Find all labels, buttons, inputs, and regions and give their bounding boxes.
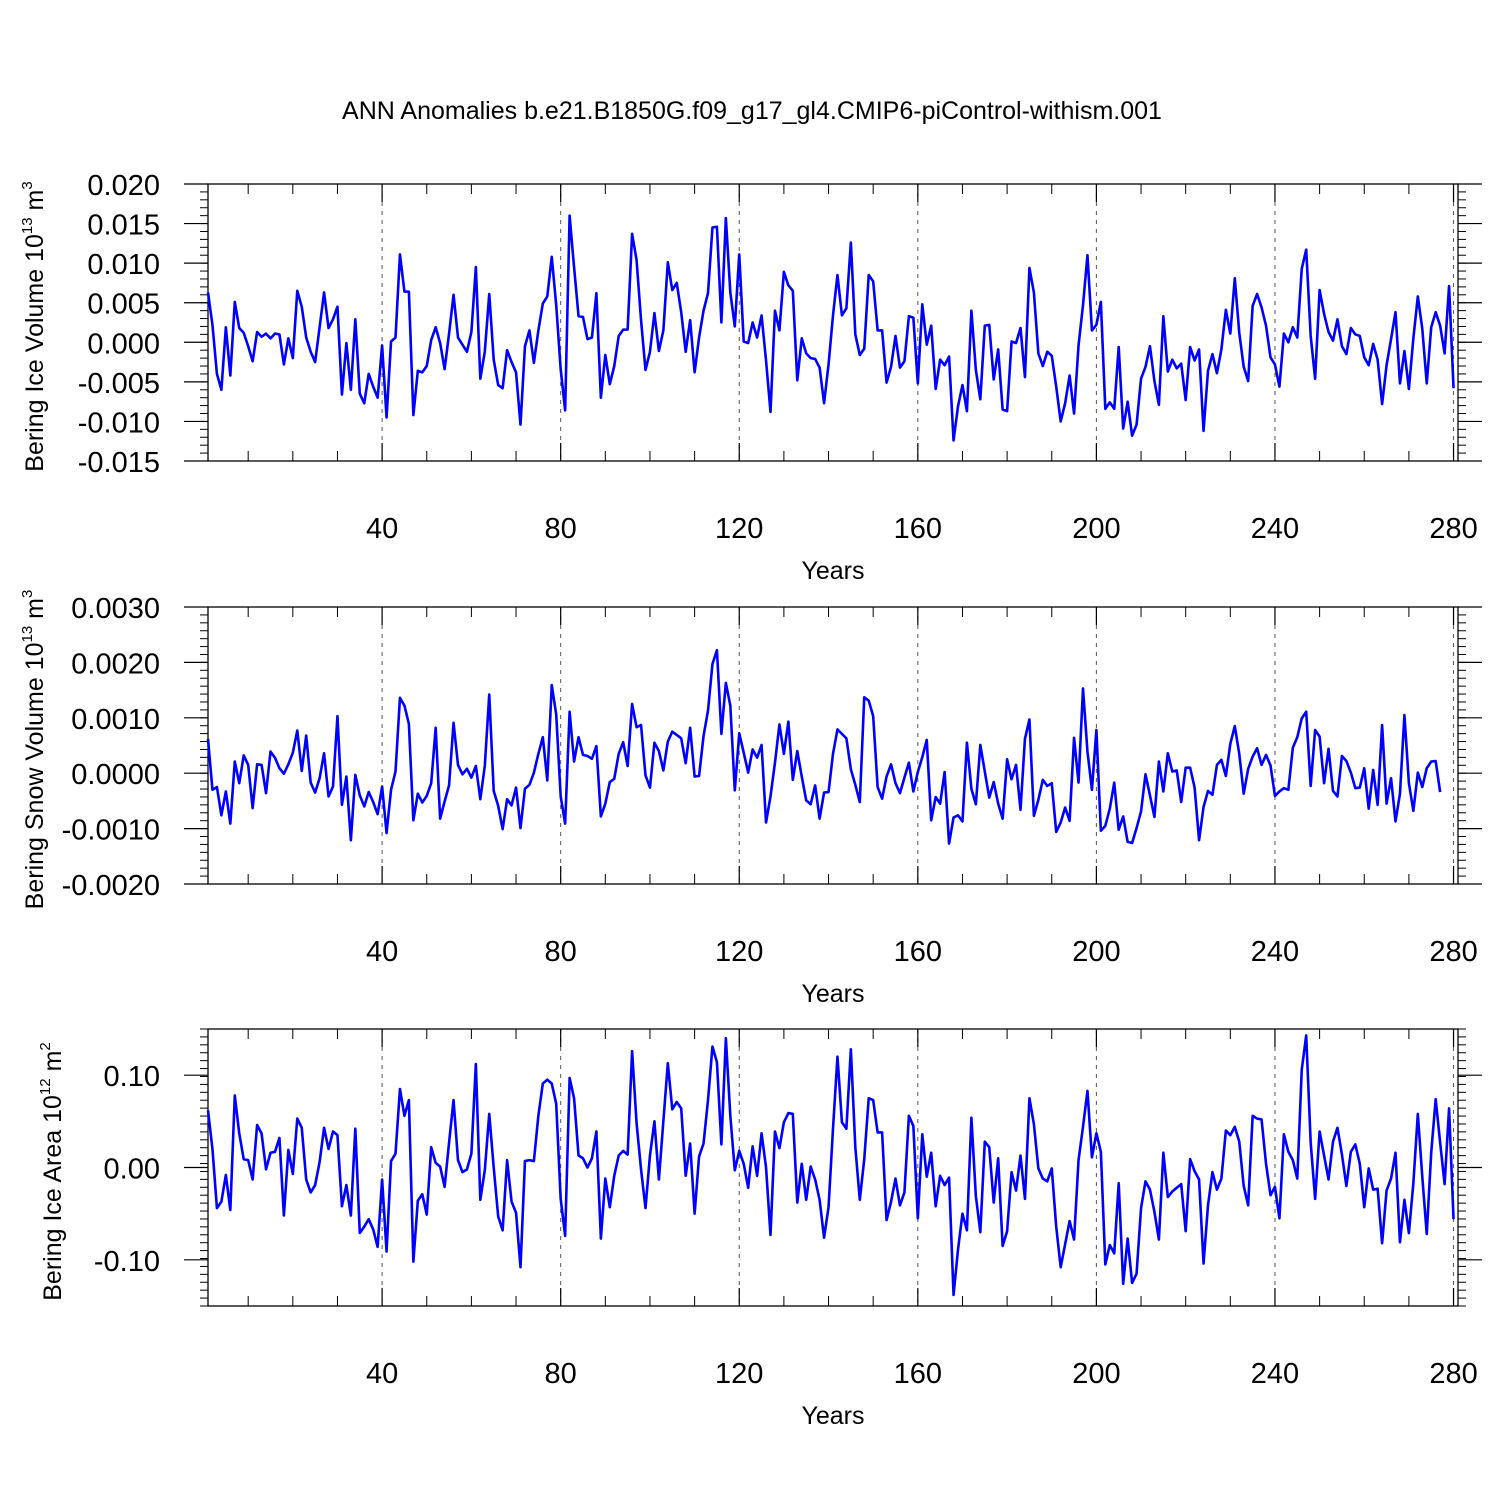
x-tick-label-120: 120 — [715, 513, 763, 545]
x-tick-label-80: 80 — [545, 1358, 577, 1390]
chart-panel-snow-volume: -0.0020 -0.0010 0.0000 0.0010 0.0020 0.0030 40… — [19, 590, 1482, 1008]
y-tick-label: 0.0000 — [71, 759, 160, 791]
y-axis-label-exponent: 12 — [37, 1078, 54, 1095]
y-axis-label-base: Bering Snow Volume 10 — [21, 642, 49, 909]
x-tick-label-200: 200 — [1072, 513, 1120, 545]
y-axis-label-base: Bering Ice Volume 10 — [21, 234, 49, 472]
y-axis-label-unit: m — [21, 598, 49, 626]
x-tick-label-160: 160 — [894, 1358, 942, 1390]
x-tick-label-80: 80 — [545, 936, 577, 968]
x-tick-label-200: 200 — [1072, 936, 1120, 968]
y-tick-label: 0.005 — [87, 289, 160, 321]
x-tick-label-240: 240 — [1251, 513, 1299, 545]
y-tick-label: 0.000 — [87, 328, 160, 360]
x-tick-label-80: 80 — [545, 513, 577, 545]
y-axis-label-unit-exponent: 3 — [19, 181, 36, 189]
series-line-ice-area — [206, 1034, 1455, 1297]
plot-frame — [207, 606, 1459, 885]
x-axis-label: Years — [801, 980, 864, 1008]
y-axis-label-unit-exponent: 2 — [37, 1042, 54, 1050]
chart-panel-ice-volume: -0.015 -0.010 -0.005 0.000 0.005 0.010 0.015 0.… — [19, 170, 1482, 585]
x-tick-label-240: 240 — [1251, 1358, 1299, 1390]
y-tick-label: -0.005 — [78, 368, 160, 400]
x-tick-label-40: 40 — [366, 1358, 398, 1390]
x-tick-label-40: 40 — [366, 513, 398, 545]
x-tick-label-120: 120 — [715, 936, 763, 968]
series-line-snow-volume — [206, 648, 1442, 845]
y-axis-label-base: Bering Ice Area 10 — [39, 1095, 67, 1301]
figure-title: ANN Anomalies b.e21.B1850G.f09_g17_gl4.C… — [342, 97, 1162, 125]
panels: -0.015 -0.010 -0.005 0.000 0.005 0.010 0.015 0.… — [19, 170, 1482, 1430]
series-line-ice-volume — [206, 214, 1455, 442]
x-tick-label-280: 280 — [1429, 1358, 1477, 1390]
y-tick-label: 0.00 — [104, 1154, 160, 1186]
y-tick-label: 0.015 — [87, 210, 160, 242]
chart-panel-ice-area: -0.10 0.00 0.10 40 80 120 160 200 240 280 Years Ber… — [37, 1028, 1482, 1430]
y-tick-label: -0.015 — [78, 447, 160, 479]
y-axis-label: Bering Ice Volume 1013 m3 — [19, 181, 49, 471]
y-axis-label-exponent: 13 — [19, 626, 36, 643]
y-axis-label-unit-exponent: 3 — [19, 590, 36, 598]
plot-frame — [207, 1028, 1459, 1307]
y-tick-label: 0.0010 — [71, 704, 160, 736]
y-axis-label-exponent: 13 — [19, 217, 36, 234]
y-axis-label: Bering Snow Volume 1013 m3 — [19, 590, 49, 910]
x-axis-label: Years — [801, 1402, 864, 1430]
x-tick-label-280: 280 — [1429, 513, 1477, 545]
y-tick-label: -0.10 — [94, 1246, 160, 1278]
y-axis-label-unit: m — [21, 190, 49, 218]
y-tick-label: 0.0030 — [71, 593, 160, 625]
y-tick-label: 0.10 — [104, 1061, 160, 1093]
x-tick-label-120: 120 — [715, 1358, 763, 1390]
y-tick-label: 0.010 — [87, 249, 160, 281]
x-tick-label-40: 40 — [366, 936, 398, 968]
y-tick-label: -0.0020 — [62, 870, 160, 902]
x-tick-label-280: 280 — [1429, 936, 1477, 968]
x-tick-label-200: 200 — [1072, 1358, 1120, 1390]
x-axis-label: Years — [801, 557, 864, 585]
y-axis-label: Bering Ice Area 1012 m2 — [37, 1042, 67, 1301]
y-axis-label-unit: m — [39, 1051, 67, 1079]
x-tick-label-240: 240 — [1251, 936, 1299, 968]
x-tick-label-160: 160 — [894, 513, 942, 545]
y-tick-label: -0.0010 — [62, 815, 160, 847]
plot-frame — [207, 183, 1459, 462]
x-tick-label-160: 160 — [894, 936, 942, 968]
y-tick-label: 0.0020 — [71, 648, 160, 680]
y-tick-label: 0.020 — [87, 170, 160, 202]
y-tick-label: -0.010 — [78, 407, 160, 439]
